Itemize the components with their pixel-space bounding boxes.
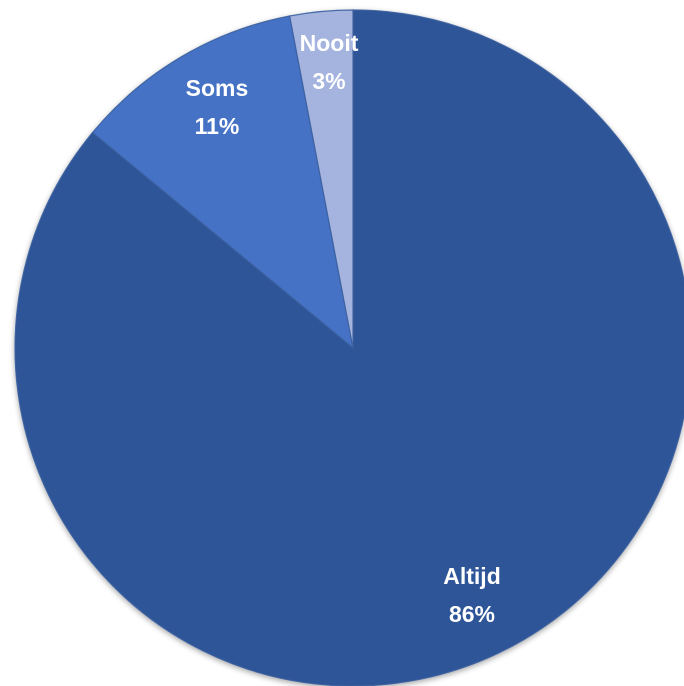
pie-slice-nooit — [288, 9, 354, 349]
data-label-altijd: Altijd 86% — [443, 563, 501, 627]
data-label-percent: 3% — [312, 68, 345, 94]
pie-slice-altijd — [14, 9, 684, 686]
data-label-soms: Soms 11% — [186, 75, 249, 139]
data-label-percent: 11% — [195, 113, 240, 139]
data-label-category: Nooit — [300, 30, 359, 56]
data-label-category: Soms — [186, 75, 249, 101]
data-label-nooit: Nooit 3% — [300, 30, 359, 94]
pie-slice-soms — [91, 15, 354, 350]
data-label-category: Altijd — [443, 563, 501, 589]
data-label-percent: 86% — [449, 601, 495, 627]
